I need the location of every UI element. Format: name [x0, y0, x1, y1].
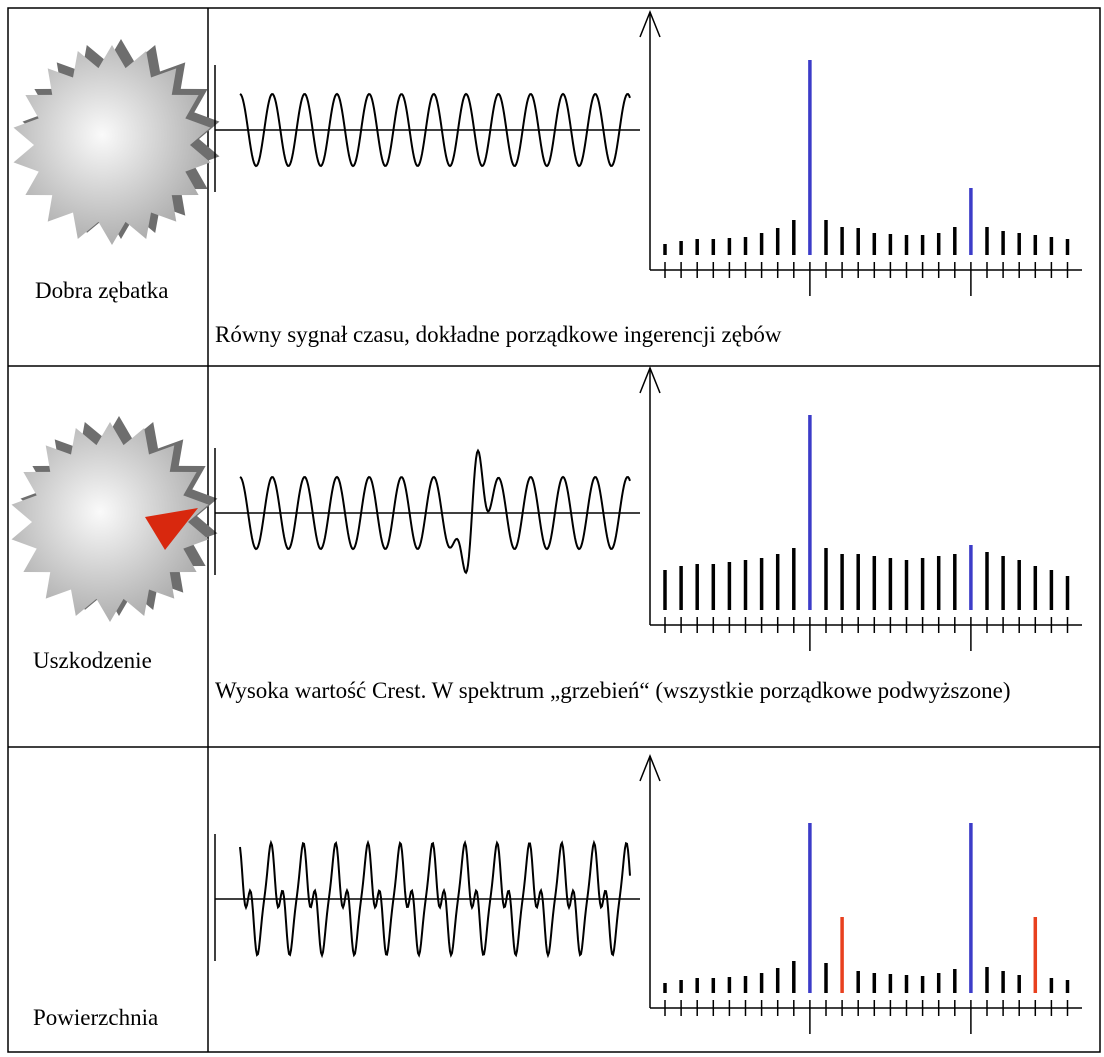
row-label: Dobra zębatka [35, 278, 169, 303]
y-arrow [639, 753, 661, 782]
gear [13, 45, 211, 245]
row-label: Uszkodzenie [33, 648, 152, 673]
row-caption: Wysoka wartość Crest. W spektrum „grzebi… [215, 678, 1011, 703]
gear [11, 422, 209, 622]
table-grid [7, 7, 1101, 1053]
y-arrow [639, 9, 661, 38]
row-label: Powierzchnia [33, 1005, 159, 1030]
row-caption: Równy sygnał czasu, dokładne porządkowe … [215, 322, 782, 347]
y-arrow [639, 365, 661, 394]
signal [239, 92, 631, 168]
gear-damage [145, 508, 198, 550]
signal [239, 448, 631, 575]
signal [239, 839, 631, 959]
